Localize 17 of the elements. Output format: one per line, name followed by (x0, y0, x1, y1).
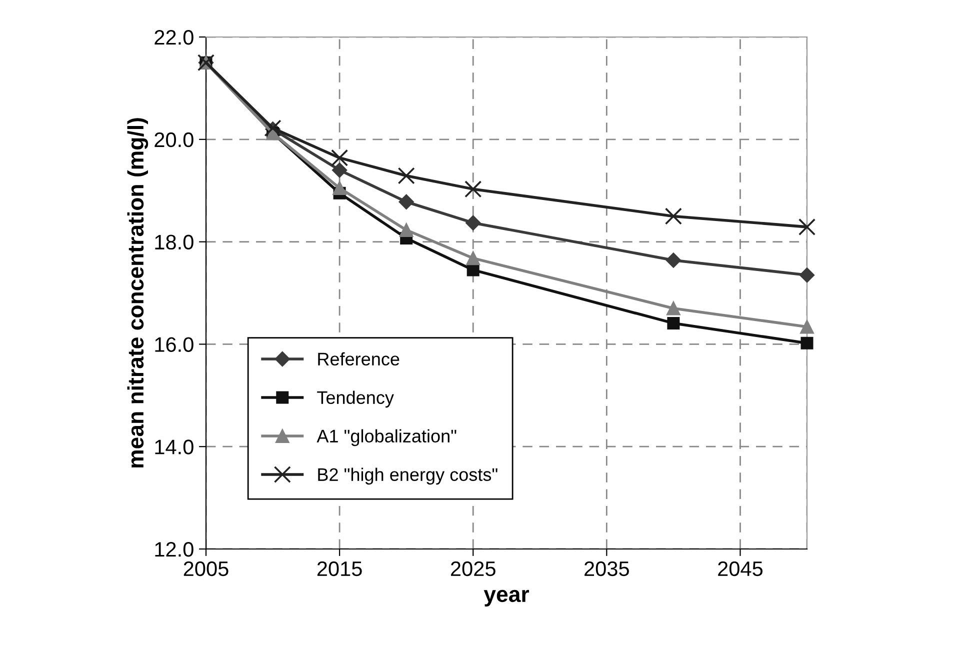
y-tick-label: 12.0 (155, 542, 194, 557)
x-tick-label: 2005 (184, 561, 228, 576)
x-tick-label: 2015 (317, 561, 362, 576)
y-tick-label: 16.0 (155, 337, 194, 352)
y-tick-label: 14.0 (155, 440, 194, 454)
legend-label: Reference (318, 352, 400, 366)
y-tick-label: 18.0 (155, 234, 194, 250)
y-tick-label: 20.0 (154, 132, 194, 148)
y-tick-label: 22.0 (154, 30, 194, 45)
y-axis-title: mean nitrate concentration (mg/l) (127, 118, 148, 468)
x-tick-label: 2035 (584, 561, 629, 576)
x-axis-title: year (484, 590, 530, 606)
legend-label: B2 "high energy costs" (318, 468, 498, 485)
legend-label: A1 "globalization" (316, 429, 456, 446)
x-tick-label: 2045 (718, 561, 763, 576)
x-tick-label: 2025 (450, 561, 496, 576)
legend-label: Tendency (317, 390, 394, 408)
